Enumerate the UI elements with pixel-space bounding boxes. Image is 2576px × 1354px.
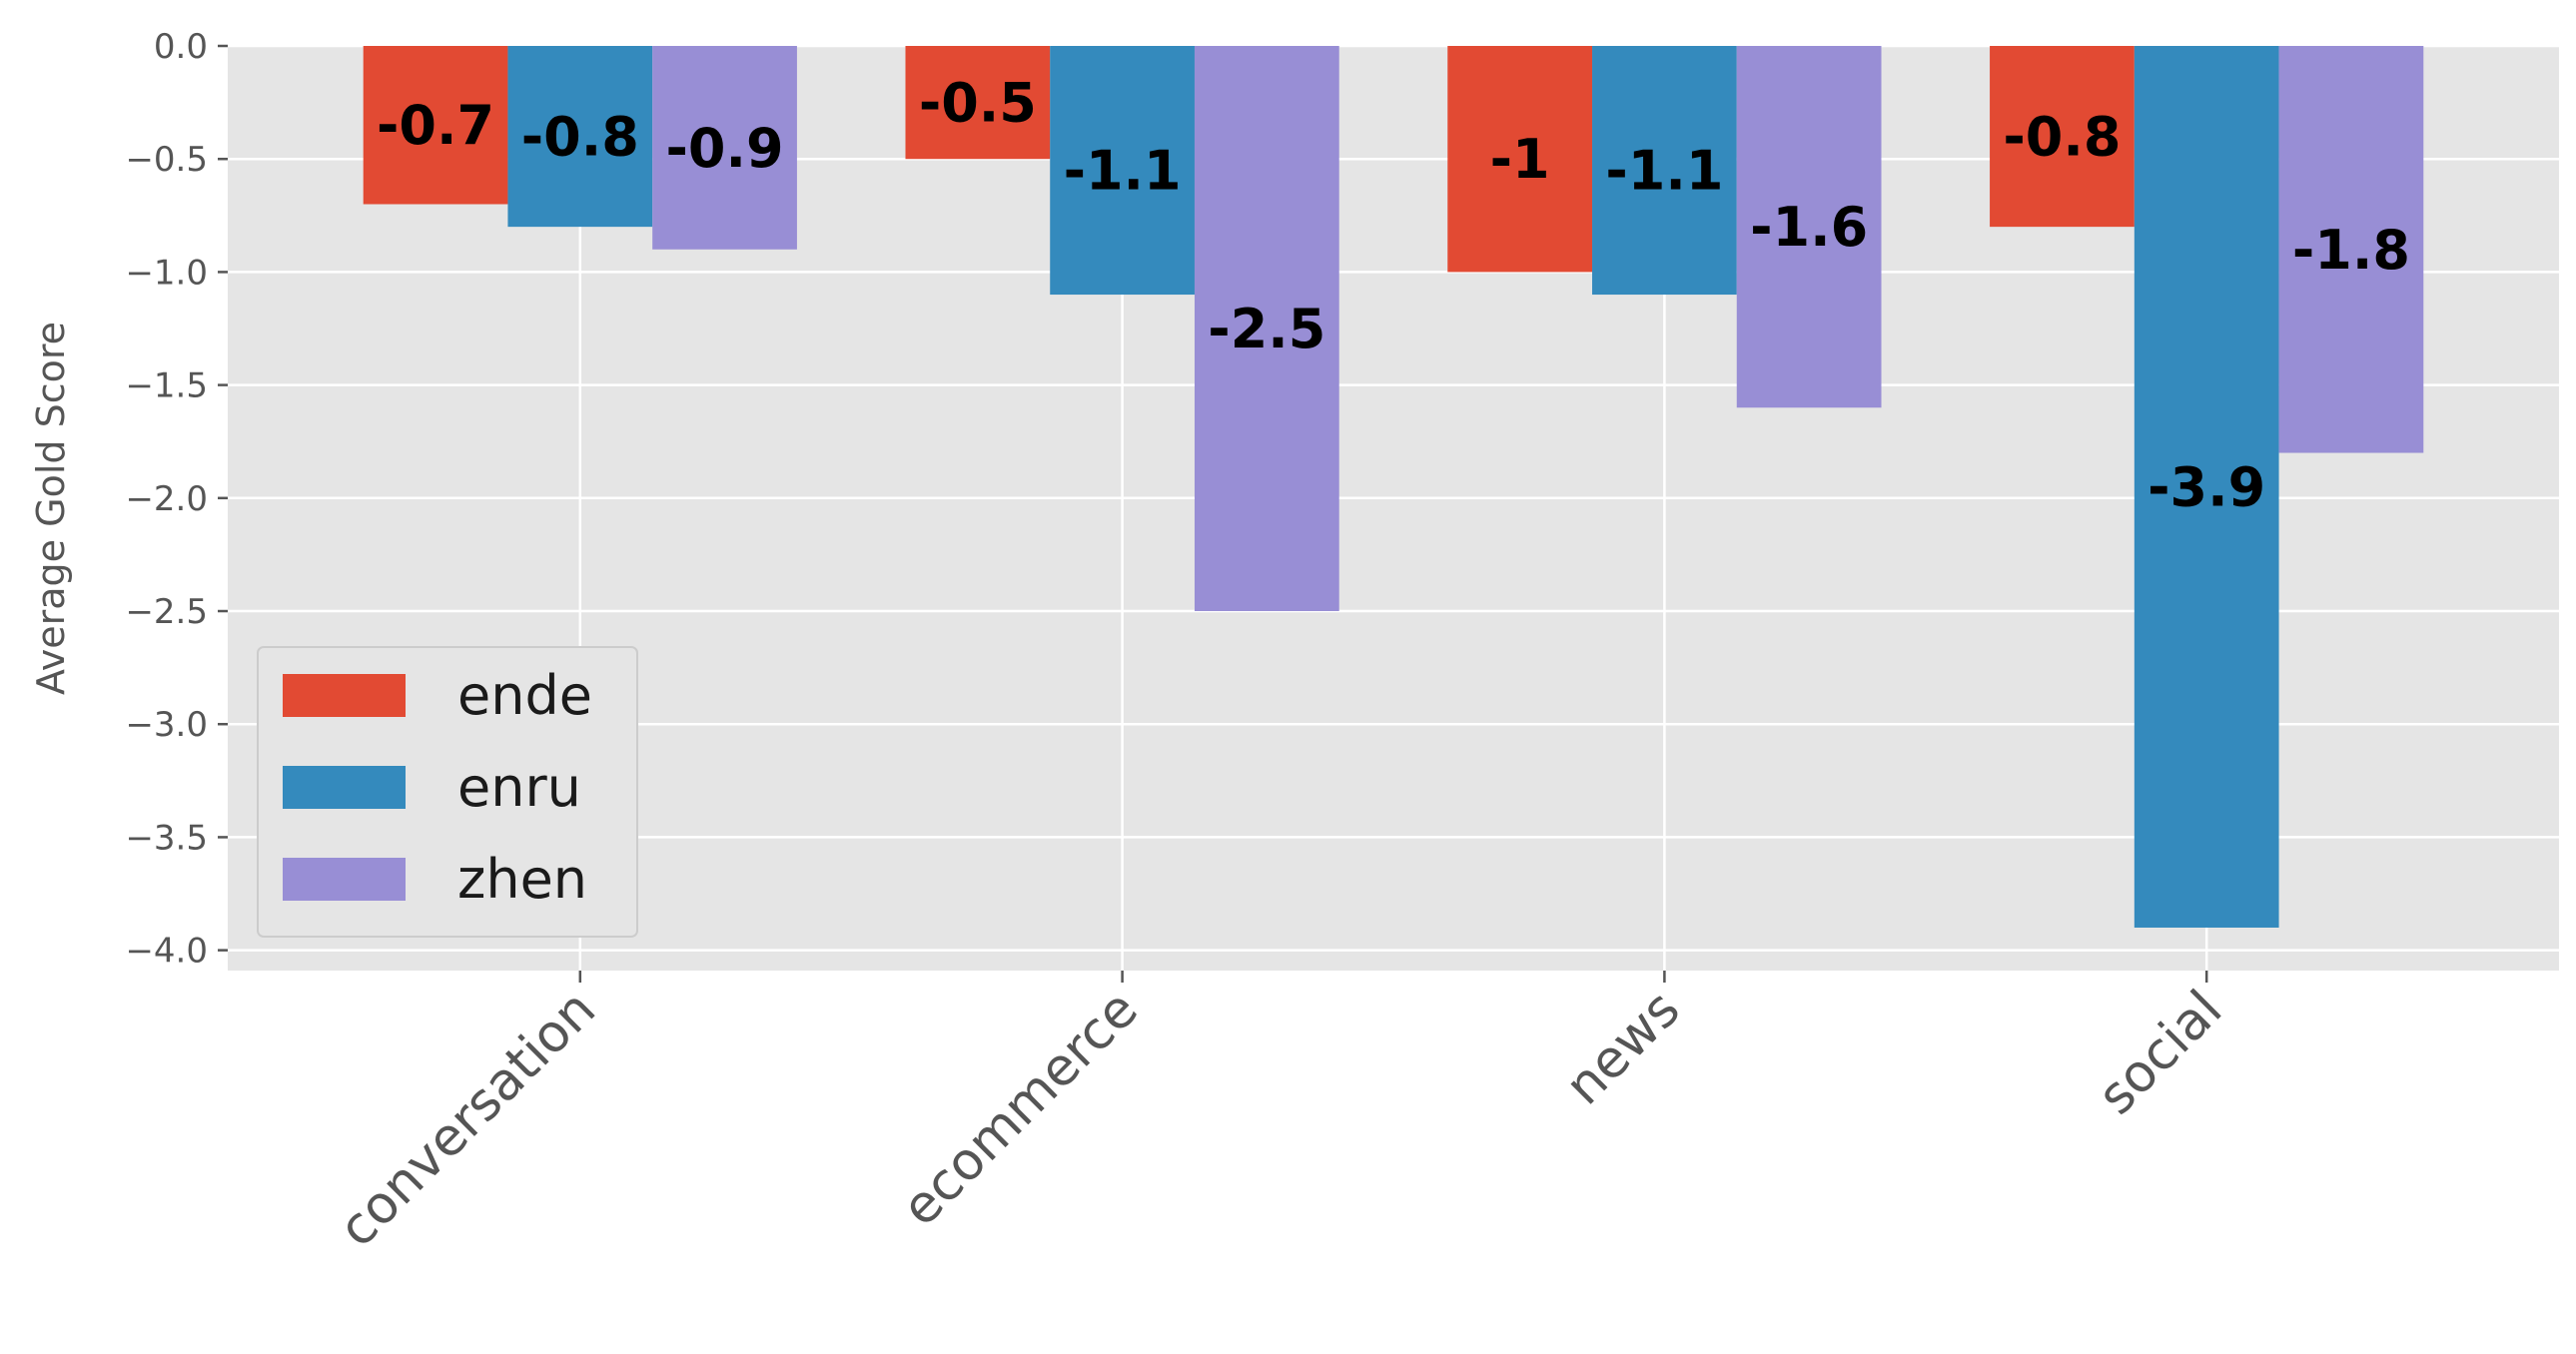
data-label: -0.8 <box>521 106 639 169</box>
y-tick-label: −1.0 <box>125 253 208 293</box>
data-label: -1.6 <box>1750 196 1868 259</box>
data-label: -1.1 <box>1605 140 1723 203</box>
bar-enru-news <box>1592 46 1737 296</box>
bar-ende-ecommerce <box>905 46 1051 160</box>
data-label: -0.5 <box>919 72 1037 135</box>
y-tick-label: −1.5 <box>125 366 208 406</box>
bar-zhen-social <box>2278 46 2424 453</box>
x-tick-label: news <box>1554 980 1692 1117</box>
y-tick-label: 0.0 <box>154 27 208 67</box>
data-label: -0.9 <box>666 117 784 180</box>
bars <box>363 46 2424 928</box>
x-tick-label: social <box>2087 980 2233 1126</box>
bar-zhen-conversation <box>652 46 797 250</box>
y-tick-label: −3.5 <box>125 818 208 858</box>
y-tick-label: −2.0 <box>125 479 208 519</box>
bar-enru-ecommerce <box>1050 46 1195 296</box>
legend-swatch-enru <box>283 766 406 809</box>
x-tick-label: ecommerce <box>891 980 1150 1238</box>
legend: ende enru zhen <box>257 646 638 938</box>
bar-zhen-news <box>1736 46 1882 408</box>
data-label: -3.9 <box>2147 455 2265 518</box>
bar-enru-conversation <box>507 46 653 228</box>
data-label: -0.8 <box>2003 106 2121 169</box>
data-label: -0.7 <box>377 94 494 157</box>
y-tick-label: −3.0 <box>125 705 208 745</box>
legend-swatch-ende <box>283 674 406 717</box>
y-tick-label: −2.5 <box>125 592 208 632</box>
data-label: -2.5 <box>1208 298 1325 360</box>
y-tick-label: −0.5 <box>125 140 208 180</box>
bar-enru-social <box>2134 46 2279 928</box>
data-labels: -0.7 -0.5 -1 -0.8 -0.8 -1.1 -1.1 -3.9 -0.9 -2.5 -1… <box>377 72 2410 519</box>
bar-ende-social <box>1990 46 2135 228</box>
bar-zhen-ecommerce <box>1194 46 1339 612</box>
legend-label-ende: ende <box>457 664 592 727</box>
legend-label-zhen: zhen <box>457 848 587 911</box>
legend-swatch-zhen <box>283 858 406 901</box>
y-tick-label: −4.0 <box>125 932 208 972</box>
data-label: -1.1 <box>1064 140 1182 203</box>
bar-ende-conversation <box>363 46 508 205</box>
x-tick-label: conversation <box>328 980 607 1259</box>
y-axis-title: Average Gold Score <box>29 322 73 695</box>
data-label: -1 <box>1490 128 1550 191</box>
bar-ende-news <box>1447 46 1593 273</box>
data-label: -1.8 <box>2292 219 2410 282</box>
legend-label-enru: enru <box>457 756 581 819</box>
